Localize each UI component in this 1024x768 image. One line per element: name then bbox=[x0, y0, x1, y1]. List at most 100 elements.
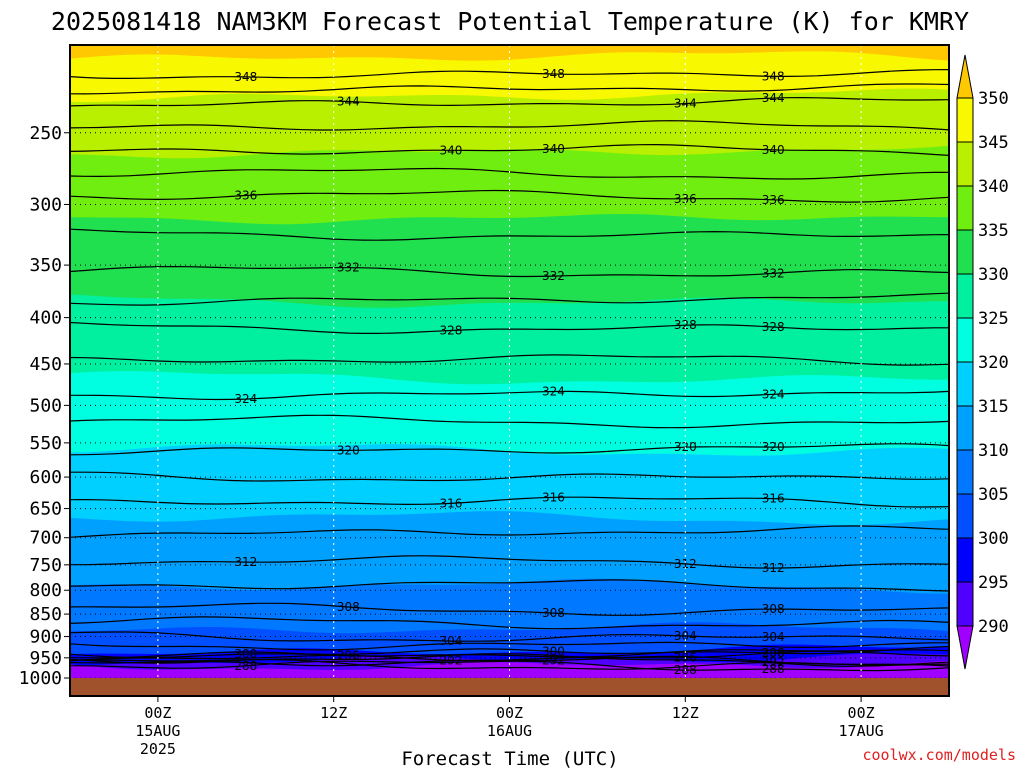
colorbar-label: 330 bbox=[978, 265, 1009, 285]
colorbar-label: 320 bbox=[978, 353, 1009, 373]
contour-label-332: 332 bbox=[542, 269, 565, 283]
colorbar-label: 335 bbox=[978, 221, 1009, 241]
contour-lines: 348 348 348 344 344 344 340 340 340 336 336 336 332 3… bbox=[69, 67, 950, 677]
y-tick-label: 650 bbox=[29, 499, 62, 520]
y-tick-label: 800 bbox=[29, 580, 62, 601]
svg-text:348: 348 bbox=[762, 69, 785, 83]
contour-minor bbox=[69, 354, 950, 366]
svg-text:304: 304 bbox=[762, 630, 785, 644]
y-tick-label: 500 bbox=[29, 395, 62, 416]
svg-text:328: 328 bbox=[674, 318, 697, 332]
svg-text:348: 348 bbox=[234, 70, 257, 84]
contour-label-304: 304 bbox=[762, 630, 785, 644]
colorbar-cap-top bbox=[956, 54, 974, 99]
contour-label-296: 296 bbox=[337, 649, 360, 663]
contour-minor bbox=[69, 228, 950, 241]
x-tick-label: 00Z bbox=[496, 704, 523, 722]
y-axis: 2503003504004505005506006507007508008509… bbox=[19, 123, 70, 689]
credit-text: coolwx.com/models bbox=[862, 746, 1016, 764]
svg-text:324: 324 bbox=[762, 387, 785, 401]
y-tick-label: 350 bbox=[29, 255, 62, 276]
contour-label-328: 328 bbox=[439, 323, 462, 337]
contour-label-296: 296 bbox=[762, 646, 785, 660]
contour-label-308: 308 bbox=[542, 606, 565, 620]
svg-text:332: 332 bbox=[762, 266, 785, 280]
contour-label-340: 340 bbox=[762, 143, 785, 157]
y-tick-label: 550 bbox=[29, 433, 62, 454]
x-axis-label: Forecast Time (UTC) bbox=[401, 748, 618, 768]
colorbar-label: 325 bbox=[978, 309, 1009, 329]
contour-316 bbox=[69, 496, 950, 508]
colorbar-label: 295 bbox=[978, 573, 1009, 593]
svg-text:316: 316 bbox=[762, 492, 785, 506]
contour-340 bbox=[69, 143, 950, 156]
contour-label-308: 308 bbox=[762, 602, 785, 616]
svg-text:292: 292 bbox=[542, 653, 565, 667]
y-tick-label: 750 bbox=[29, 555, 62, 576]
svg-text:340: 340 bbox=[542, 142, 565, 156]
svg-text:328: 328 bbox=[439, 323, 462, 337]
colorbar-band bbox=[956, 405, 974, 451]
colorbar-band bbox=[956, 449, 974, 495]
contour-label-344: 344 bbox=[674, 97, 697, 111]
contour-348 bbox=[69, 69, 950, 79]
contour-288 bbox=[69, 660, 950, 672]
contour-label-324: 324 bbox=[542, 385, 565, 399]
y-tick-label: 450 bbox=[29, 354, 62, 375]
svg-text:332: 332 bbox=[337, 261, 360, 275]
x-tick-label: 12Z bbox=[320, 704, 347, 722]
chart-title: 2025081418 NAM3KM Forecast Potential Tem… bbox=[51, 7, 969, 36]
svg-text:324: 324 bbox=[234, 392, 257, 406]
contour-300 bbox=[69, 645, 950, 659]
colorbar-band bbox=[956, 361, 974, 407]
ground bbox=[70, 678, 949, 696]
colorbar-band bbox=[956, 537, 974, 583]
contour-324 bbox=[70, 390, 950, 401]
contour-312 bbox=[70, 555, 950, 569]
colorbar-label: 305 bbox=[978, 485, 1009, 505]
svg-text:308: 308 bbox=[337, 600, 360, 614]
contour-minor bbox=[69, 525, 950, 538]
svg-text:336: 336 bbox=[762, 193, 785, 207]
colorbar-band bbox=[956, 185, 974, 231]
contour-label-328: 328 bbox=[762, 320, 785, 334]
svg-text:308: 308 bbox=[542, 606, 565, 620]
svg-text:316: 316 bbox=[439, 496, 462, 510]
colorbar-band bbox=[956, 97, 974, 143]
contour-label-344: 344 bbox=[762, 91, 785, 105]
svg-text:324: 324 bbox=[542, 385, 565, 399]
svg-text:320: 320 bbox=[762, 440, 785, 454]
colorbar-band bbox=[956, 493, 974, 539]
svg-text:328: 328 bbox=[762, 320, 785, 334]
contour-label-344: 344 bbox=[337, 95, 360, 109]
svg-text:288: 288 bbox=[762, 662, 785, 676]
x-tick-label: 17AUG bbox=[839, 722, 884, 740]
svg-text:312: 312 bbox=[234, 555, 257, 569]
svg-text:296: 296 bbox=[337, 649, 360, 663]
svg-text:344: 344 bbox=[674, 97, 697, 111]
contour-label-304: 304 bbox=[674, 629, 697, 643]
x-tick-label: 2025 bbox=[140, 740, 176, 758]
svg-text:292: 292 bbox=[762, 655, 785, 669]
colorbar-label: 315 bbox=[978, 397, 1009, 417]
contour-label-332: 332 bbox=[337, 261, 360, 275]
colorbar-band bbox=[956, 273, 974, 319]
contour-label-340: 340 bbox=[439, 143, 462, 157]
contour-label-312: 312 bbox=[234, 555, 257, 569]
contour-label-292: 292 bbox=[439, 654, 462, 668]
contour-minor bbox=[69, 579, 950, 592]
y-tick-label: 1000 bbox=[19, 668, 62, 689]
y-tick-label: 400 bbox=[29, 308, 62, 329]
contour-label-336: 336 bbox=[234, 188, 257, 202]
contour-label-348: 348 bbox=[234, 70, 257, 84]
svg-text:304: 304 bbox=[439, 634, 462, 648]
contour-minor bbox=[69, 658, 950, 670]
x-tick-label: 00Z bbox=[144, 704, 171, 722]
contour-328 bbox=[69, 321, 949, 334]
contour-label-320: 320 bbox=[337, 443, 360, 457]
x-tick-label: 16AUG bbox=[487, 722, 532, 740]
contour-344 bbox=[69, 96, 950, 107]
svg-text:316: 316 bbox=[542, 490, 565, 504]
y-tick-label: 950 bbox=[29, 648, 62, 669]
